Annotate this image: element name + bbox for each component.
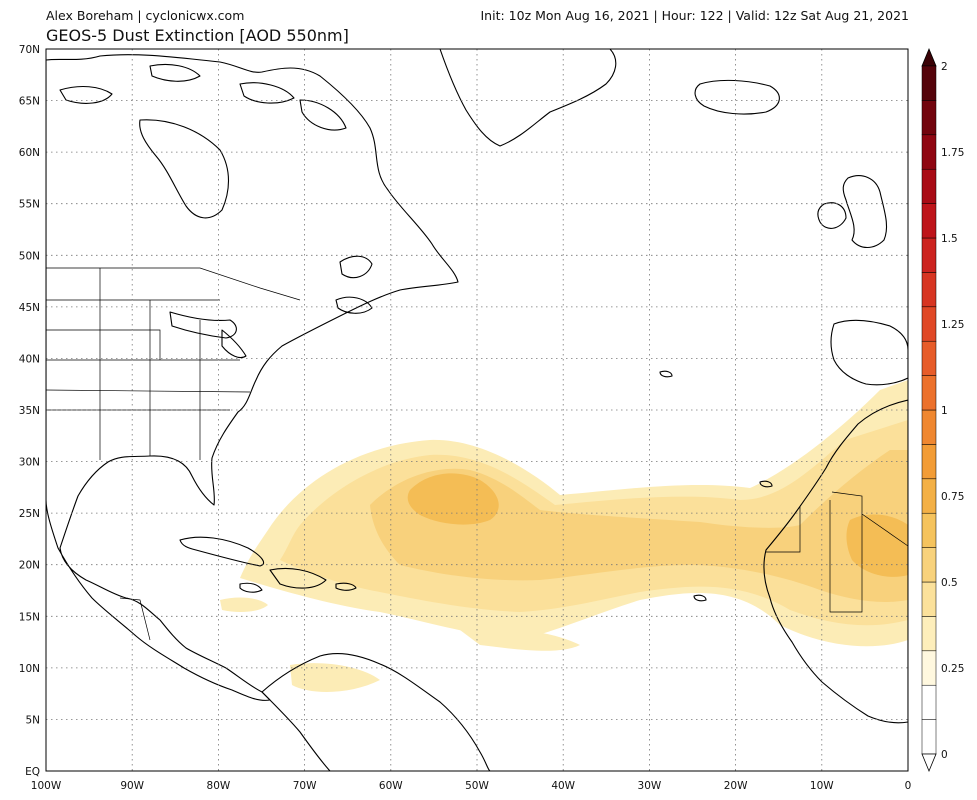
map-title: GEOS-5 Dust Extinction [AOD 550nm] xyxy=(46,26,349,45)
lat-label: 60N xyxy=(19,147,40,159)
coastlines xyxy=(46,49,908,771)
colorbar-bin xyxy=(921,478,937,514)
colorbar-bin xyxy=(921,272,937,308)
colorbar-bin xyxy=(921,65,937,101)
lon-label: 40W xyxy=(551,780,575,792)
colorbar-label: 1.5 xyxy=(941,233,958,245)
lat-label: 45N xyxy=(19,302,40,314)
colorbar-bin xyxy=(921,719,937,755)
lon-label: 50W xyxy=(465,780,489,792)
lat-label: 65N xyxy=(19,96,40,108)
colorbar xyxy=(921,47,937,773)
colorbar-bin xyxy=(921,581,937,617)
colorbar-labels: 2 1.75 1.5 1.25 1 0.75 0.5 0.25 0 xyxy=(941,61,964,761)
colorbar-bin xyxy=(921,168,937,204)
colorbar-label: 1 xyxy=(941,405,948,417)
lat-label: 25N xyxy=(19,508,40,520)
colorbar-bin xyxy=(921,237,937,273)
lat-label: 55N xyxy=(19,199,40,211)
credit-text: Alex Boreham | cyclonicwx.com xyxy=(46,8,245,23)
lon-label: 80W xyxy=(207,780,231,792)
colorbar-bin xyxy=(921,203,937,239)
colorbar-bin xyxy=(921,650,937,686)
colorbar-bin xyxy=(921,100,937,136)
lat-label: EQ xyxy=(25,766,40,778)
lat-label: 10N xyxy=(19,663,40,675)
colorbar-label: 1.25 xyxy=(941,319,964,331)
map-frame xyxy=(45,48,909,772)
run-info-text: Init: 10z Mon Aug 16, 2021 | Hour: 122 |… xyxy=(480,8,910,23)
lat-label: 35N xyxy=(19,405,40,417)
colorbar-bin xyxy=(921,134,937,170)
dust-plume xyxy=(220,380,908,692)
lat-label: 15N xyxy=(19,611,40,623)
lat-label: 40N xyxy=(19,353,40,365)
lon-label: 30W xyxy=(638,780,662,792)
lon-label: 60W xyxy=(379,780,403,792)
colorbar-label: 0 xyxy=(941,749,948,761)
colorbar-min-arrow xyxy=(921,753,937,773)
colorbar-bin xyxy=(921,306,937,342)
colorbar-label: 0.75 xyxy=(941,491,964,503)
longitude-labels: 100W 90W 80W 70W 60W 50W 40W 30W 20W 10W… xyxy=(31,780,912,792)
colorbar-bin xyxy=(921,684,937,720)
colorbar-bin xyxy=(921,444,937,480)
graticule xyxy=(46,49,908,771)
colorbar-label: 0.5 xyxy=(941,577,958,589)
lat-label: 20N xyxy=(19,560,40,572)
latitude-labels: 70N 65N 60N 55N 50N 45N 40N 35N 30N 25N … xyxy=(19,44,40,778)
colorbar-bin xyxy=(921,340,937,376)
colorbar-bin xyxy=(921,547,937,583)
lat-label: 5N xyxy=(25,714,40,726)
colorbar-bin xyxy=(921,512,937,548)
lon-label: 0 xyxy=(905,780,912,792)
lon-label: 20W xyxy=(724,780,748,792)
lat-label: 50N xyxy=(19,250,40,262)
political-borders xyxy=(46,267,908,641)
colorbar-bin xyxy=(921,409,937,445)
lon-label: 100W xyxy=(31,780,62,792)
lat-label: 70N xyxy=(19,44,40,56)
colorbar-label: 0.25 xyxy=(941,663,964,675)
colorbar-label: 1.75 xyxy=(941,147,964,159)
lon-label: 10W xyxy=(810,780,834,792)
lat-label: 30N xyxy=(19,457,40,469)
colorbar-bin xyxy=(921,375,937,411)
lon-label: 90W xyxy=(120,780,144,792)
colorbar-label: 2 xyxy=(941,61,948,73)
lon-label: 70W xyxy=(293,780,317,792)
colorbar-max-arrow xyxy=(921,47,937,67)
colorbar-bin xyxy=(921,616,937,652)
